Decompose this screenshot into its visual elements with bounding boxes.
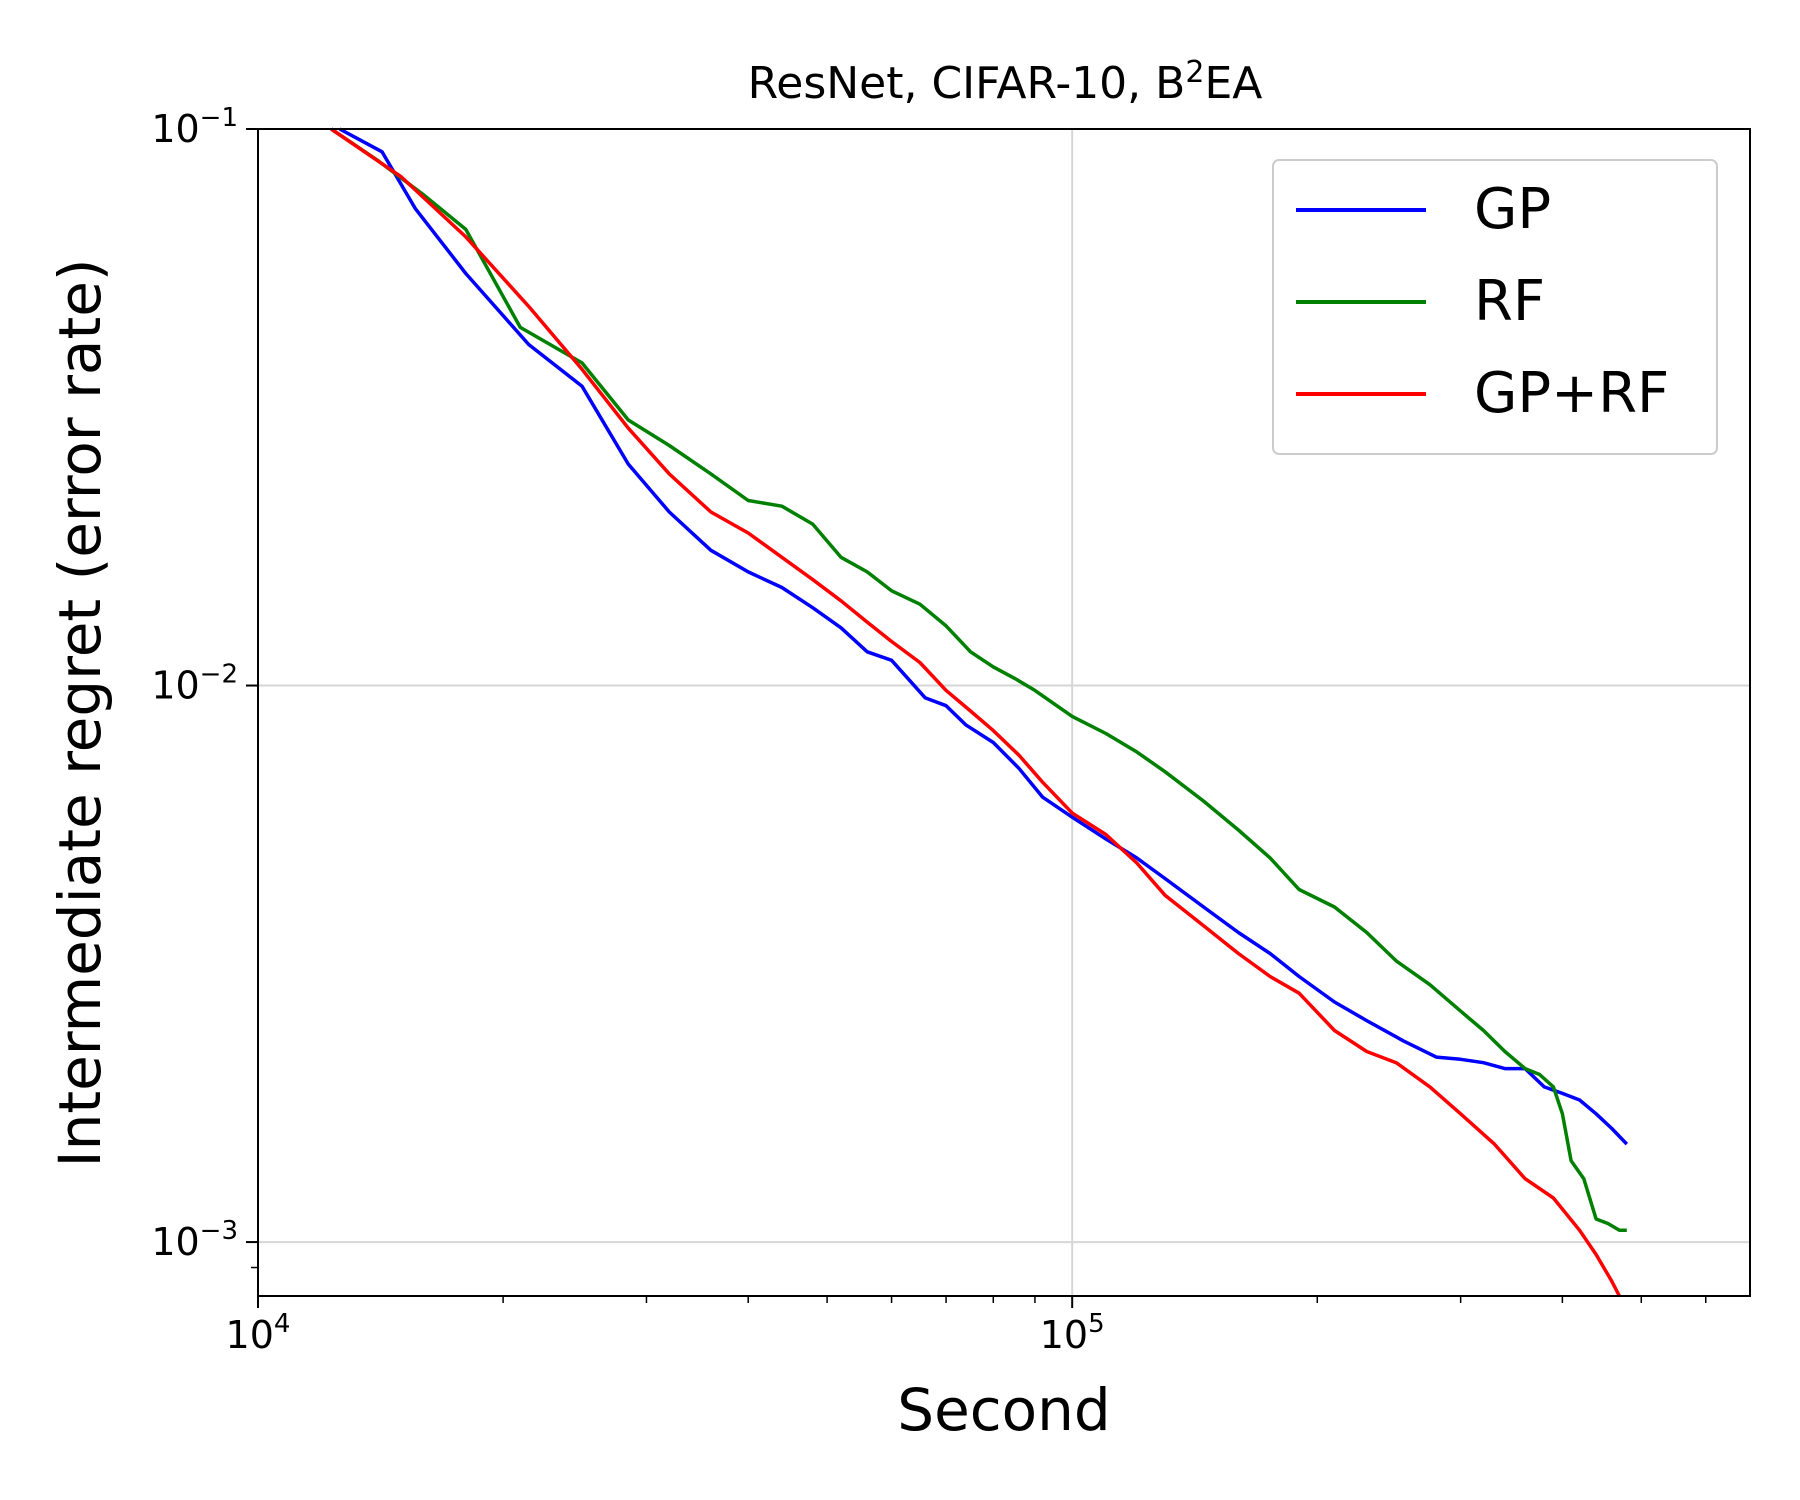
series-line-rf — [330, 127, 1627, 1233]
x-tick-label: 104 — [226, 1309, 291, 1357]
series-line-gp — [338, 127, 1629, 1146]
series-line-gp-plus-rf — [330, 127, 1621, 1297]
legend-label: RF — [1474, 269, 1545, 334]
y-tick-label: 10−2 — [151, 660, 238, 708]
x-tick-label: 105 — [1040, 1309, 1105, 1357]
plot-frame — [257, 128, 1751, 1297]
x-axis-label: Second — [897, 1376, 1110, 1444]
legend: GP RF GP+RF — [1272, 159, 1718, 455]
ticks: 104 105 10−1 10−2 10−3 — [151, 103, 1707, 1357]
series-group — [330, 127, 1629, 1297]
legend-box — [1272, 159, 1718, 455]
y-tick-label: 10−1 — [151, 103, 238, 151]
legend-label: GP+RF — [1474, 361, 1669, 426]
y-tick-label: 10−3 — [151, 1216, 238, 1264]
legend-label: GP — [1474, 177, 1551, 242]
chart-title: ResNet, CIFAR-10, B2EA — [748, 55, 1263, 109]
y-axis-label: Intermediate regret (error rate) — [46, 258, 114, 1167]
